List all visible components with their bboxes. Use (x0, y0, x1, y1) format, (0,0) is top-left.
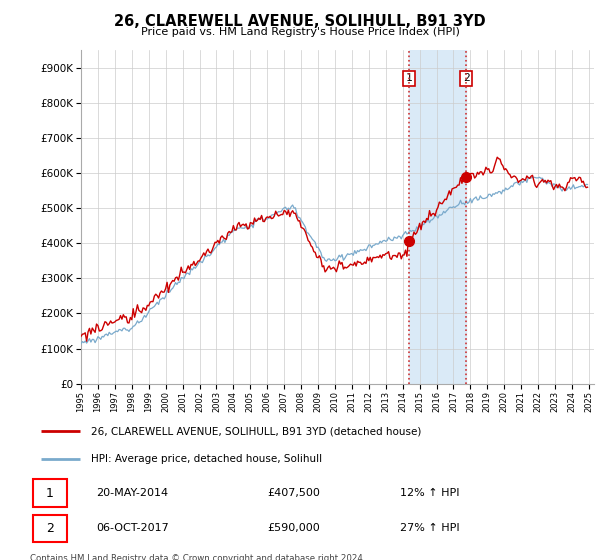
Text: 20-MAY-2014: 20-MAY-2014 (96, 488, 169, 498)
Text: 12% ↑ HPI: 12% ↑ HPI (400, 488, 460, 498)
Text: 1: 1 (406, 73, 412, 83)
Bar (409, 50, 466, 384)
Text: £590,000: £590,000 (268, 524, 320, 533)
Text: 27% ↑ HPI: 27% ↑ HPI (400, 524, 460, 533)
Text: 26, CLAREWELL AVENUE, SOLIHULL, B91 3YD (detached house): 26, CLAREWELL AVENUE, SOLIHULL, B91 3YD … (91, 426, 421, 436)
Text: 1: 1 (46, 487, 54, 500)
Text: Contains HM Land Registry data © Crown copyright and database right 2024.
This d: Contains HM Land Registry data © Crown c… (30, 554, 365, 560)
FancyBboxPatch shape (33, 479, 67, 507)
FancyBboxPatch shape (33, 515, 67, 542)
Text: HPI: Average price, detached house, Solihull: HPI: Average price, detached house, Soli… (91, 454, 322, 464)
Text: 06-OCT-2017: 06-OCT-2017 (96, 524, 169, 533)
Text: 2: 2 (463, 73, 470, 83)
Text: 2: 2 (46, 522, 54, 535)
Text: £407,500: £407,500 (268, 488, 320, 498)
Text: Price paid vs. HM Land Registry's House Price Index (HPI): Price paid vs. HM Land Registry's House … (140, 27, 460, 37)
Text: 26, CLAREWELL AVENUE, SOLIHULL, B91 3YD: 26, CLAREWELL AVENUE, SOLIHULL, B91 3YD (114, 14, 486, 29)
